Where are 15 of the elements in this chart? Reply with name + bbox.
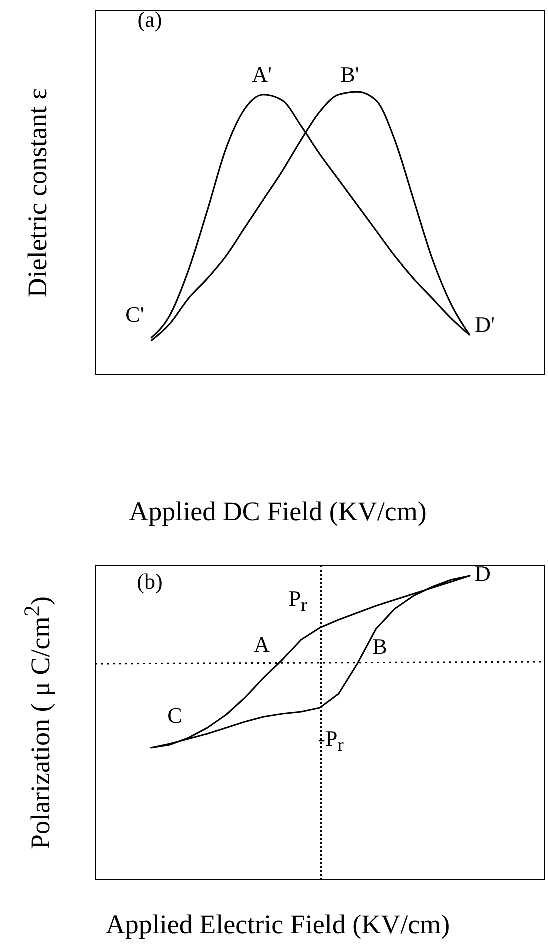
text: D	[475, 561, 491, 587]
text: -P$_{r}$	[318, 726, 344, 756]
text: P$_{r}$	[288, 586, 308, 616]
text: Applied Electric Field (KV/cm)	[106, 910, 450, 940]
text: B'	[340, 62, 360, 88]
text: B	[372, 634, 388, 660]
text: (a)	[138, 7, 162, 33]
text: (b)	[137, 569, 163, 595]
text: A	[254, 632, 270, 658]
text: C	[168, 703, 182, 729]
text: A'	[252, 62, 272, 88]
y-axis-title: Dieletric constant ε	[22, 88, 54, 298]
x-axis-title: Applied DC Field (KV/cm)	[129, 496, 427, 528]
annotation: D'	[475, 312, 495, 338]
annotation: C'	[126, 302, 144, 328]
